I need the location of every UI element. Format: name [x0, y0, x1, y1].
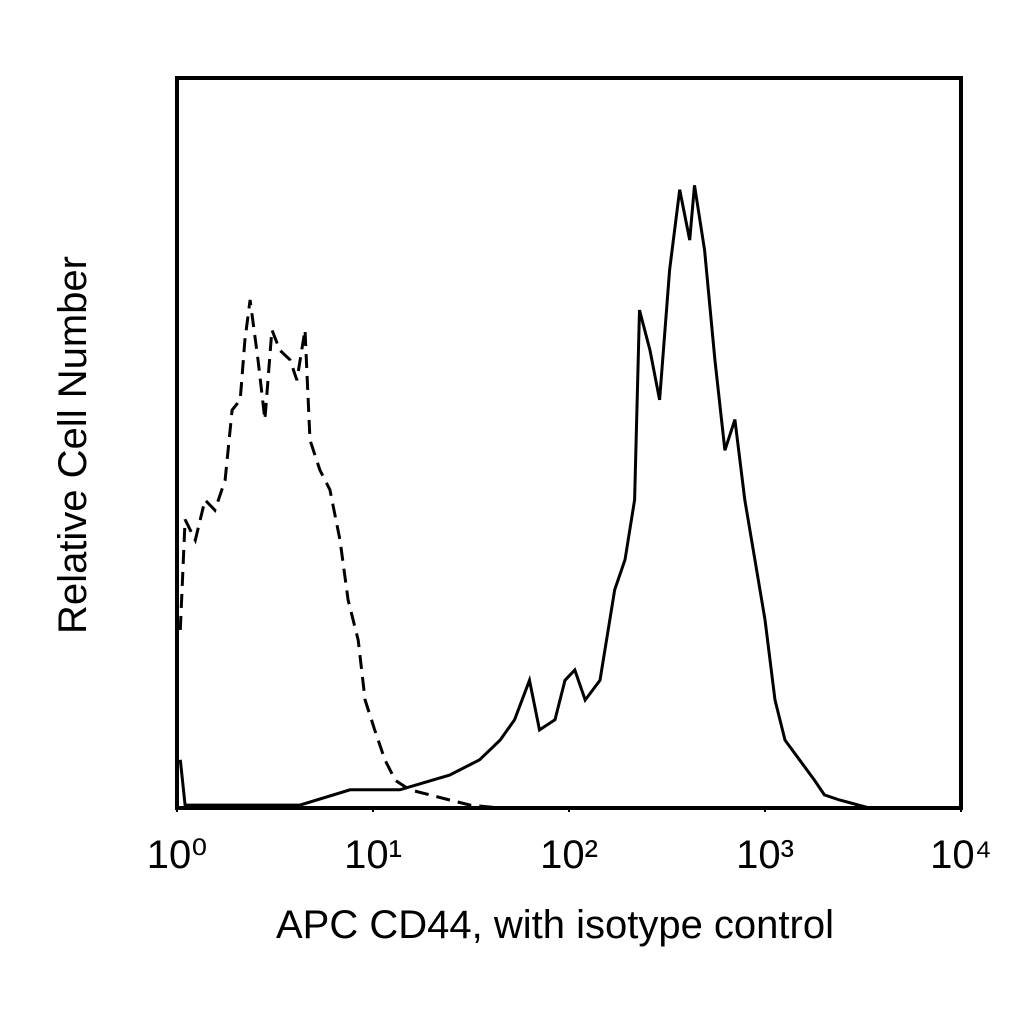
x-tick-label: 10²: [540, 833, 598, 877]
y-axis-label: Relative Cell Number: [51, 256, 95, 634]
x-tick-label: 10⁴: [930, 833, 992, 877]
x-tick-label: 10⁰: [147, 833, 208, 877]
isotype-line: [178, 299, 501, 810]
x-tick-label: 10¹: [344, 833, 402, 877]
x-tick-label: 10³: [736, 833, 794, 877]
data-line: [178, 185, 870, 810]
x-axis-label: APC CD44, with isotype control: [276, 903, 834, 947]
plot-frame: [175, 76, 963, 810]
